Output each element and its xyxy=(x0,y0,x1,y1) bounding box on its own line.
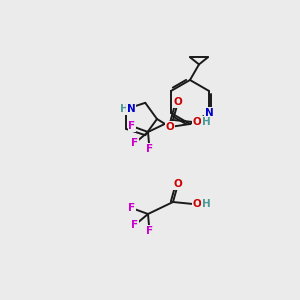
Text: F: F xyxy=(131,220,139,230)
Text: O: O xyxy=(174,97,182,107)
Text: F: F xyxy=(128,203,136,213)
Text: O: O xyxy=(166,122,174,132)
Text: F: F xyxy=(128,121,136,131)
Text: N: N xyxy=(127,104,136,114)
Text: H: H xyxy=(120,104,129,114)
Text: H: H xyxy=(202,199,210,209)
Text: O: O xyxy=(174,179,182,189)
Text: F: F xyxy=(146,144,153,154)
Text: F: F xyxy=(146,226,153,236)
Text: O: O xyxy=(193,117,201,127)
Text: O: O xyxy=(193,199,201,209)
Text: F: F xyxy=(131,138,139,148)
Text: H: H xyxy=(202,117,210,127)
Text: N: N xyxy=(205,108,213,118)
